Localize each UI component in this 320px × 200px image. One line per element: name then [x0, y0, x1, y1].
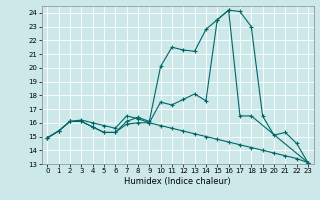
- X-axis label: Humidex (Indice chaleur): Humidex (Indice chaleur): [124, 177, 231, 186]
